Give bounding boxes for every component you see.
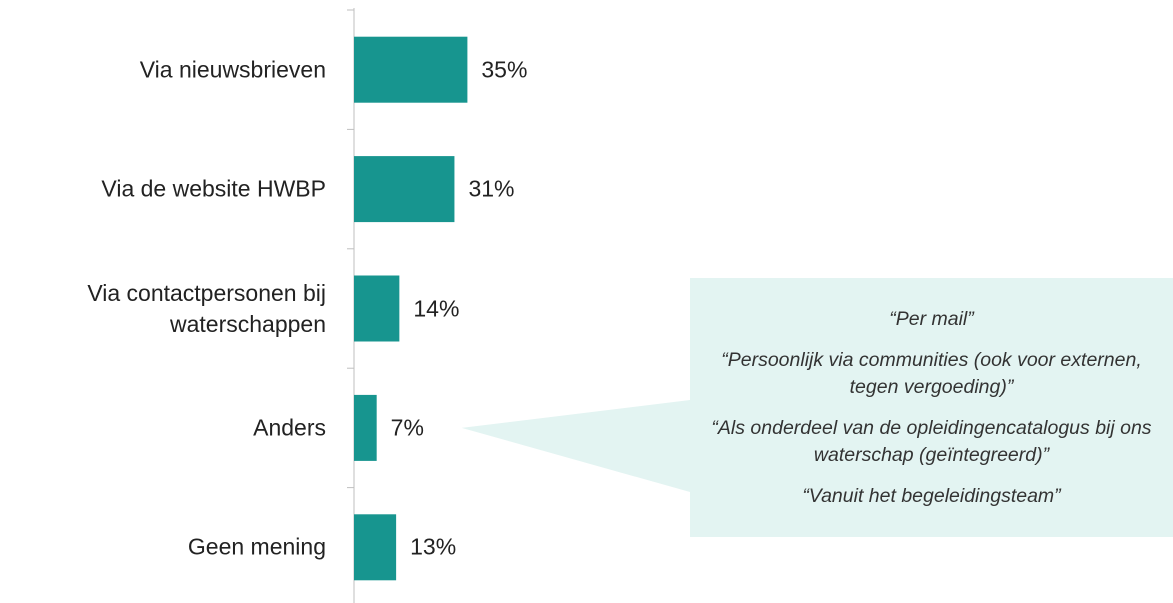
bar: [354, 394, 377, 461]
category-label: Via nieuwsbrieven: [139, 56, 326, 83]
category-label: Via de website HWBP: [101, 175, 326, 202]
bar: [354, 275, 400, 342]
value-label: 35%: [481, 56, 528, 83]
quote: “Als onderdeel van de opleidingencatalog…: [711, 416, 1152, 466]
callout: [461, 278, 1173, 537]
quote: “Persoonlijk via communities (ook voor e…: [721, 348, 1142, 398]
category-label: Anders: [253, 414, 326, 441]
bar: [354, 36, 468, 103]
bar: [354, 156, 455, 223]
value-label: 14%: [413, 295, 460, 321]
category-label: Via contactpersonen bij waterschappen: [87, 279, 326, 337]
value-label: 7%: [390, 414, 424, 441]
quote: “Vanuit het begeleidingsteam”: [802, 484, 1061, 507]
quote: “Per mail”: [889, 307, 974, 330]
callout-text: “Per mail” “Persoonlijk via communities (…: [690, 278, 1173, 537]
bar: [354, 514, 397, 581]
category-label: Geen mening: [187, 533, 326, 560]
value-label: 31%: [468, 175, 515, 202]
value-label: 13%: [410, 533, 457, 560]
